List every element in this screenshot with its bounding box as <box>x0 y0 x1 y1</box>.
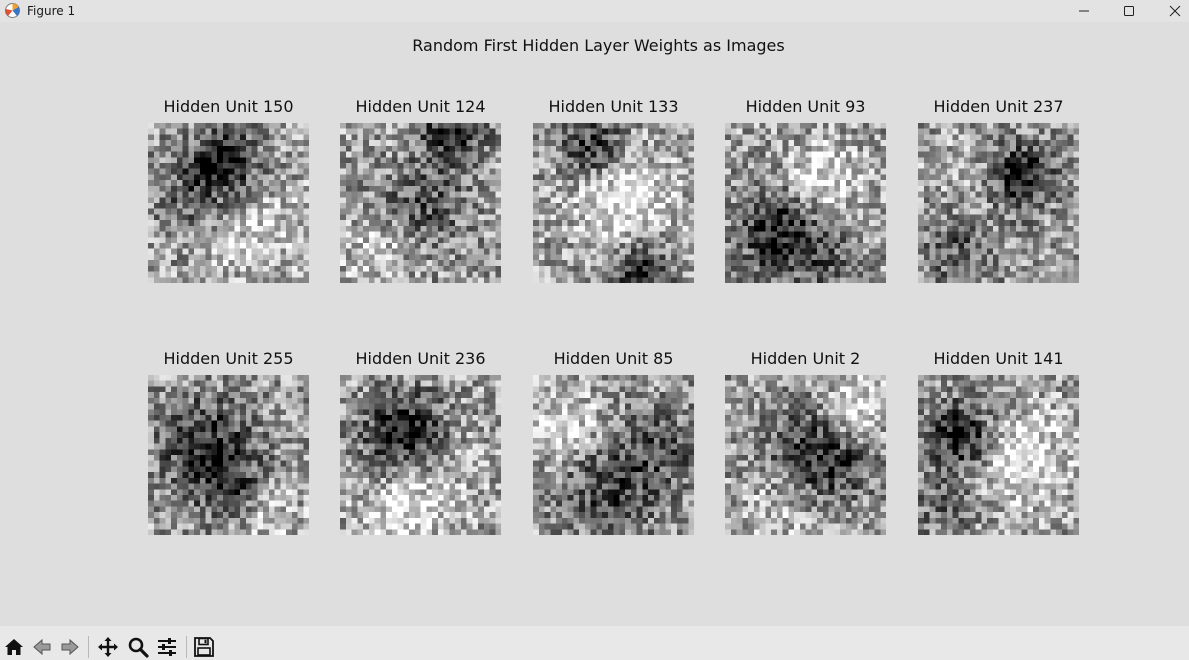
pan-icon <box>98 637 118 657</box>
panel-title: Hidden Unit 93 <box>745 97 866 116</box>
window-titlebar: Figure 1 <box>0 0 1189 22</box>
panel-title: Hidden Unit 236 <box>355 349 486 368</box>
weight-image <box>918 375 1079 535</box>
back-button[interactable] <box>29 635 55 659</box>
matplotlib-app-icon <box>5 3 20 18</box>
minimize-button[interactable] <box>1061 0 1107 22</box>
panel-title: Hidden Unit 124 <box>355 97 486 116</box>
forward-button[interactable] <box>57 635 83 659</box>
home-icon <box>5 639 23 655</box>
save-button[interactable] <box>191 635 217 659</box>
back-icon <box>33 638 51 656</box>
window-title: Figure 1 <box>27 4 76 18</box>
panel-title: Hidden Unit 150 <box>163 97 294 116</box>
pan-button[interactable] <box>95 635 121 659</box>
toolbar-separator <box>88 636 89 658</box>
navigation-toolbar <box>0 626 1189 660</box>
panel-title: Hidden Unit 237 <box>933 97 1064 116</box>
panel-title: Hidden Unit 133 <box>548 97 679 116</box>
panel-title: Hidden Unit 255 <box>163 349 294 368</box>
close-button[interactable] <box>1152 0 1189 22</box>
minimize-icon <box>1079 10 1089 12</box>
panel-title: Hidden Unit 85 <box>553 349 674 368</box>
weight-image <box>533 375 694 535</box>
weight-image <box>918 123 1079 283</box>
weight-image <box>148 123 309 283</box>
close-icon <box>1169 5 1181 17</box>
zoom-button[interactable] <box>125 635 151 659</box>
maximize-icon <box>1124 6 1134 16</box>
weight-image <box>340 375 501 535</box>
home-button[interactable] <box>1 635 27 659</box>
configure-subplots-icon <box>158 638 176 656</box>
figure-title: Random First Hidden Layer Weights as Ima… <box>412 36 785 55</box>
weight-image <box>725 375 886 535</box>
zoom-icon <box>128 637 149 658</box>
toolbar-separator <box>186 636 187 658</box>
panel-title: Hidden Unit 2 <box>750 349 861 368</box>
save-icon <box>194 637 214 657</box>
weight-image <box>725 123 886 283</box>
forward-icon <box>61 638 79 656</box>
weight-image <box>340 123 501 283</box>
weight-image <box>148 375 309 535</box>
panel-title: Hidden Unit 141 <box>933 349 1064 368</box>
weight-image <box>533 123 694 283</box>
configure-subplots-button[interactable] <box>154 635 180 659</box>
maximize-button[interactable] <box>1106 0 1152 22</box>
